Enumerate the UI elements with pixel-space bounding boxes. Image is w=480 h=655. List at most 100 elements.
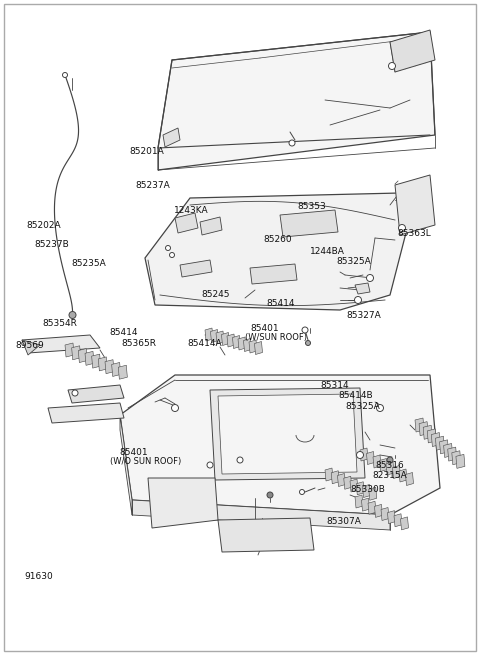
Polygon shape: [368, 501, 376, 514]
Polygon shape: [394, 514, 402, 527]
Circle shape: [398, 225, 406, 231]
Polygon shape: [280, 210, 338, 237]
Polygon shape: [232, 335, 240, 348]
Text: 1244BA: 1244BA: [310, 247, 345, 256]
Polygon shape: [381, 508, 389, 521]
Text: 89569: 89569: [15, 341, 44, 350]
Polygon shape: [360, 448, 368, 461]
Polygon shape: [227, 334, 235, 347]
Polygon shape: [361, 498, 370, 511]
Polygon shape: [216, 331, 224, 344]
Circle shape: [207, 462, 213, 468]
Polygon shape: [48, 403, 124, 423]
Polygon shape: [254, 341, 263, 354]
Circle shape: [289, 140, 295, 146]
Text: 85365R: 85365R: [121, 339, 156, 348]
Polygon shape: [112, 362, 120, 377]
Circle shape: [388, 62, 396, 69]
Text: (W/O SUN ROOF): (W/O SUN ROOF): [110, 457, 181, 466]
Circle shape: [69, 312, 76, 318]
Polygon shape: [85, 351, 94, 365]
Circle shape: [62, 73, 68, 77]
Text: 85237A: 85237A: [136, 181, 170, 190]
Circle shape: [357, 451, 363, 458]
Polygon shape: [444, 443, 453, 457]
Polygon shape: [367, 451, 374, 464]
Circle shape: [72, 390, 78, 396]
Polygon shape: [98, 357, 108, 371]
Polygon shape: [399, 469, 407, 482]
Polygon shape: [180, 260, 212, 277]
Polygon shape: [331, 471, 339, 484]
Polygon shape: [163, 128, 180, 147]
Text: 85414: 85414: [109, 328, 138, 337]
Polygon shape: [344, 476, 352, 489]
Text: 85316: 85316: [375, 460, 404, 470]
Text: 85354R: 85354R: [42, 319, 77, 328]
Polygon shape: [456, 455, 465, 468]
Text: 85327A: 85327A: [347, 311, 381, 320]
Polygon shape: [386, 462, 394, 475]
Text: 85307A: 85307A: [326, 517, 361, 526]
Polygon shape: [419, 422, 428, 436]
Polygon shape: [390, 30, 435, 72]
Polygon shape: [356, 481, 364, 495]
Polygon shape: [355, 495, 363, 508]
Polygon shape: [440, 440, 448, 454]
Text: 85235A: 85235A: [71, 259, 106, 268]
Circle shape: [387, 457, 393, 463]
Circle shape: [171, 405, 179, 411]
Polygon shape: [200, 217, 222, 235]
Text: 85401: 85401: [119, 448, 148, 457]
Polygon shape: [355, 283, 370, 294]
Polygon shape: [210, 388, 365, 480]
Polygon shape: [395, 175, 435, 235]
Text: 85414A: 85414A: [187, 339, 222, 348]
Polygon shape: [249, 340, 257, 353]
Polygon shape: [448, 447, 457, 461]
Polygon shape: [373, 455, 381, 468]
Circle shape: [267, 492, 273, 498]
Circle shape: [237, 457, 243, 463]
Text: 85353: 85353: [298, 202, 326, 211]
Text: 85325A: 85325A: [336, 257, 371, 267]
Text: 85330B: 85330B: [350, 485, 385, 495]
Polygon shape: [374, 504, 383, 517]
Polygon shape: [158, 32, 435, 170]
Polygon shape: [211, 329, 218, 343]
Polygon shape: [132, 500, 390, 530]
Circle shape: [355, 297, 361, 303]
Text: 85260: 85260: [263, 235, 292, 244]
Polygon shape: [68, 385, 124, 403]
Text: 85245: 85245: [202, 290, 230, 299]
Text: 85237B: 85237B: [35, 240, 69, 249]
Text: 82315A: 82315A: [372, 471, 407, 480]
Polygon shape: [120, 375, 440, 515]
Circle shape: [367, 274, 373, 282]
Polygon shape: [175, 213, 198, 233]
Polygon shape: [105, 360, 114, 373]
Text: 85401: 85401: [251, 324, 279, 333]
Circle shape: [169, 252, 175, 257]
Polygon shape: [120, 415, 132, 515]
Polygon shape: [148, 478, 218, 528]
Polygon shape: [119, 365, 127, 379]
Text: 85325A: 85325A: [346, 402, 380, 411]
Polygon shape: [393, 466, 400, 479]
Polygon shape: [221, 333, 229, 345]
Polygon shape: [325, 468, 333, 481]
FancyBboxPatch shape: [4, 4, 476, 651]
Polygon shape: [432, 432, 440, 447]
Polygon shape: [205, 328, 213, 341]
Polygon shape: [362, 485, 371, 498]
Polygon shape: [435, 436, 444, 450]
Text: 85414B: 85414B: [338, 391, 373, 400]
Text: 85202A: 85202A: [26, 221, 60, 231]
Circle shape: [376, 405, 384, 411]
Polygon shape: [380, 458, 387, 472]
Polygon shape: [350, 479, 358, 492]
Text: 85414: 85414: [266, 299, 295, 308]
Polygon shape: [337, 474, 346, 487]
Polygon shape: [452, 451, 461, 465]
Text: 85363L: 85363L: [397, 229, 431, 238]
